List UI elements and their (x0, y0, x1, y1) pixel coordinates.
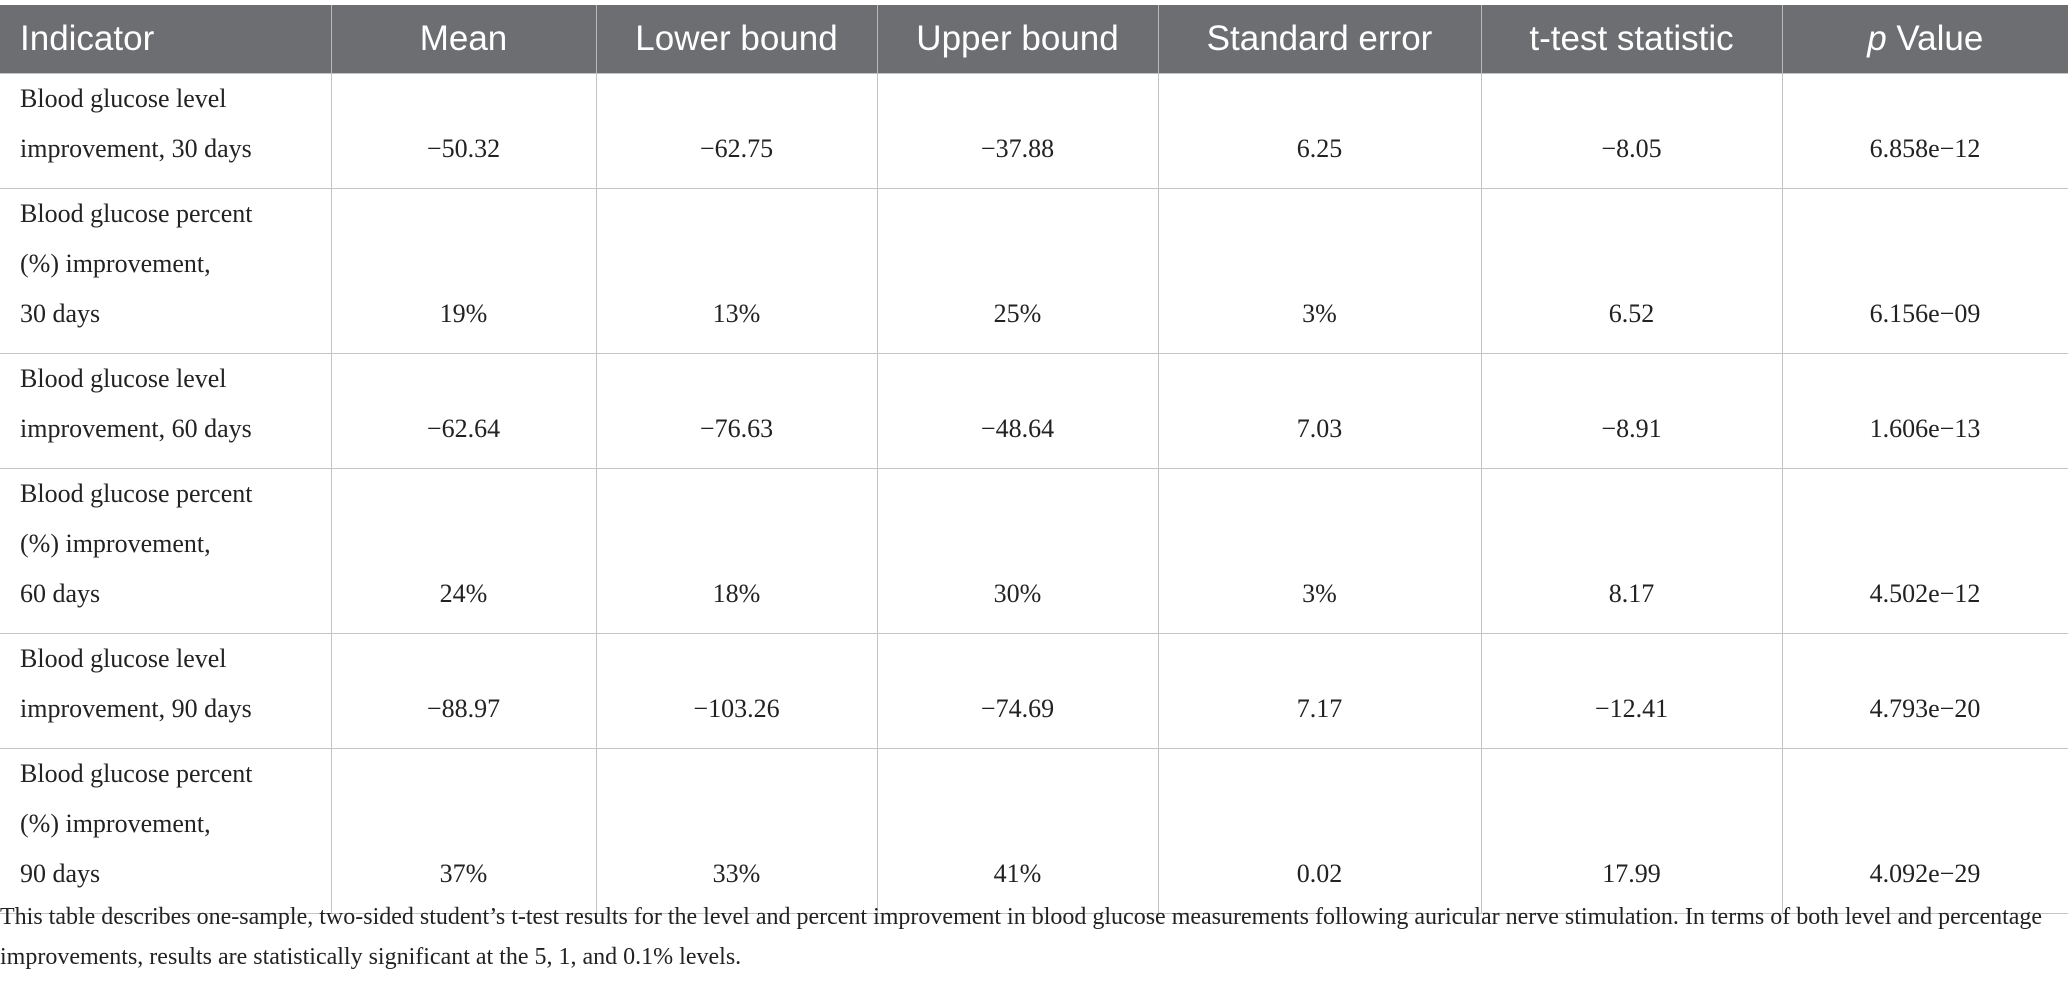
cell-line: Blood glucose level (20, 644, 227, 673)
value-cell: −76.63 (595, 353, 878, 469)
column-header: Lower bound (595, 5, 877, 74)
value-cell: 6.25 (1157, 73, 1482, 189)
value-cell: 18% (595, 468, 878, 634)
table-row: Blood glucose percent (%) improvement, 90 … (0, 748, 2068, 914)
header-row: Indicator Mean Lower bound Upper bound Stand… (0, 5, 2068, 74)
header-text: p (1867, 19, 1887, 58)
value-cell: 7.17 (1157, 633, 1482, 749)
value-cell: −8.05 (1480, 73, 1783, 189)
column-header: Mean (330, 5, 596, 74)
header-text: Value (1896, 19, 1984, 58)
value-cell: 24% (330, 468, 597, 634)
value-cell: −37.88 (876, 73, 1159, 189)
table-row: Blood glucose level improvement, 30 days −… (0, 73, 2068, 189)
value-cell: −88.97 (330, 633, 597, 749)
value-cell: 6.156e−09 (1781, 188, 2068, 354)
value-cell: 13% (595, 188, 878, 354)
cell-line: Blood glucose percent (20, 199, 253, 228)
value-cell: 37% (330, 748, 597, 914)
indicator-cell: Blood glucose percent (%) improvement, 60 … (0, 468, 332, 634)
cell-line: Blood glucose percent (20, 479, 253, 508)
cell-line: 30 days (20, 299, 101, 328)
table-row: Blood glucose percent (%) improvement, 30 … (0, 188, 2068, 354)
indicator-cell: Blood glucose percent (%) improvement, 90 … (0, 748, 332, 914)
results-table: Indicator Mean Lower bound Upper bound Stand… (0, 5, 2068, 914)
column-header: Upper bound (876, 5, 1158, 74)
column-header: p Value (1781, 5, 2068, 74)
value-cell: 25% (876, 188, 1159, 354)
value-cell: 41% (876, 748, 1159, 914)
cell-line: (%) improvement, (20, 249, 211, 278)
value-cell: −74.69 (876, 633, 1159, 749)
column-header: t-test statistic (1480, 5, 1782, 74)
value-cell: −62.75 (595, 73, 878, 189)
value-cell: 6.52 (1480, 188, 1783, 354)
value-cell: −50.32 (330, 73, 597, 189)
footnote: This table describes one-sample, two-sid… (0, 904, 2043, 970)
value-cell: 19% (330, 188, 597, 354)
value-cell: 4.092e−29 (1781, 748, 2068, 914)
value-cell: −12.41 (1480, 633, 1783, 749)
value-cell: 0.02 (1157, 748, 1482, 914)
value-cell: 4.502e−12 (1781, 468, 2068, 634)
table-row: Blood glucose level improvement, 90 days −… (0, 633, 2068, 749)
column-header: Indicator (0, 5, 331, 74)
cell-line: 60 days (20, 579, 101, 608)
value-cell: −8.91 (1480, 353, 1783, 469)
indicator-cell: Blood glucose level improvement, 60 days (0, 353, 332, 469)
value-cell: 3% (1157, 468, 1482, 634)
cell-line: Blood glucose percent (20, 759, 253, 788)
cell-line: improvement, 30 days (20, 134, 252, 163)
indicator-cell: Blood glucose level improvement, 90 days (0, 633, 332, 749)
value-cell: 6.858e−12 (1781, 73, 2068, 189)
cell-line: improvement, 90 days (20, 694, 252, 723)
cell-line: Blood glucose level (20, 364, 227, 393)
value-cell: −48.64 (876, 353, 1159, 469)
cell-line: Blood glucose level (20, 84, 227, 113)
value-cell: −62.64 (330, 353, 597, 469)
indicator-cell: Blood glucose level improvement, 30 days (0, 73, 332, 189)
value-cell: 33% (595, 748, 878, 914)
indicator-cell: Blood glucose percent (%) improvement, 30 … (0, 188, 332, 354)
value-cell: 3% (1157, 188, 1482, 354)
cell-line: improvement, 60 days (20, 414, 252, 443)
table-row: Blood glucose level improvement, 60 days −… (0, 353, 2068, 469)
value-cell: 30% (876, 468, 1159, 634)
value-cell: 1.606e−13 (1781, 353, 2068, 469)
value-cell: 4.793e−20 (1781, 633, 2068, 749)
value-cell: 17.99 (1480, 748, 1783, 914)
cell-line: (%) improvement, (20, 809, 211, 838)
column-header: Standard error (1157, 5, 1481, 74)
value-cell: −103.26 (595, 633, 878, 749)
value-cell: 8.17 (1480, 468, 1783, 634)
cell-line: 90 days (20, 859, 101, 888)
table-row: Blood glucose percent (%) improvement, 60 … (0, 468, 2068, 634)
value-cell: 7.03 (1157, 353, 1482, 469)
cell-line: (%) improvement, (20, 529, 211, 558)
table-body: Blood glucose level improvement, 30 days −… (0, 73, 2068, 914)
